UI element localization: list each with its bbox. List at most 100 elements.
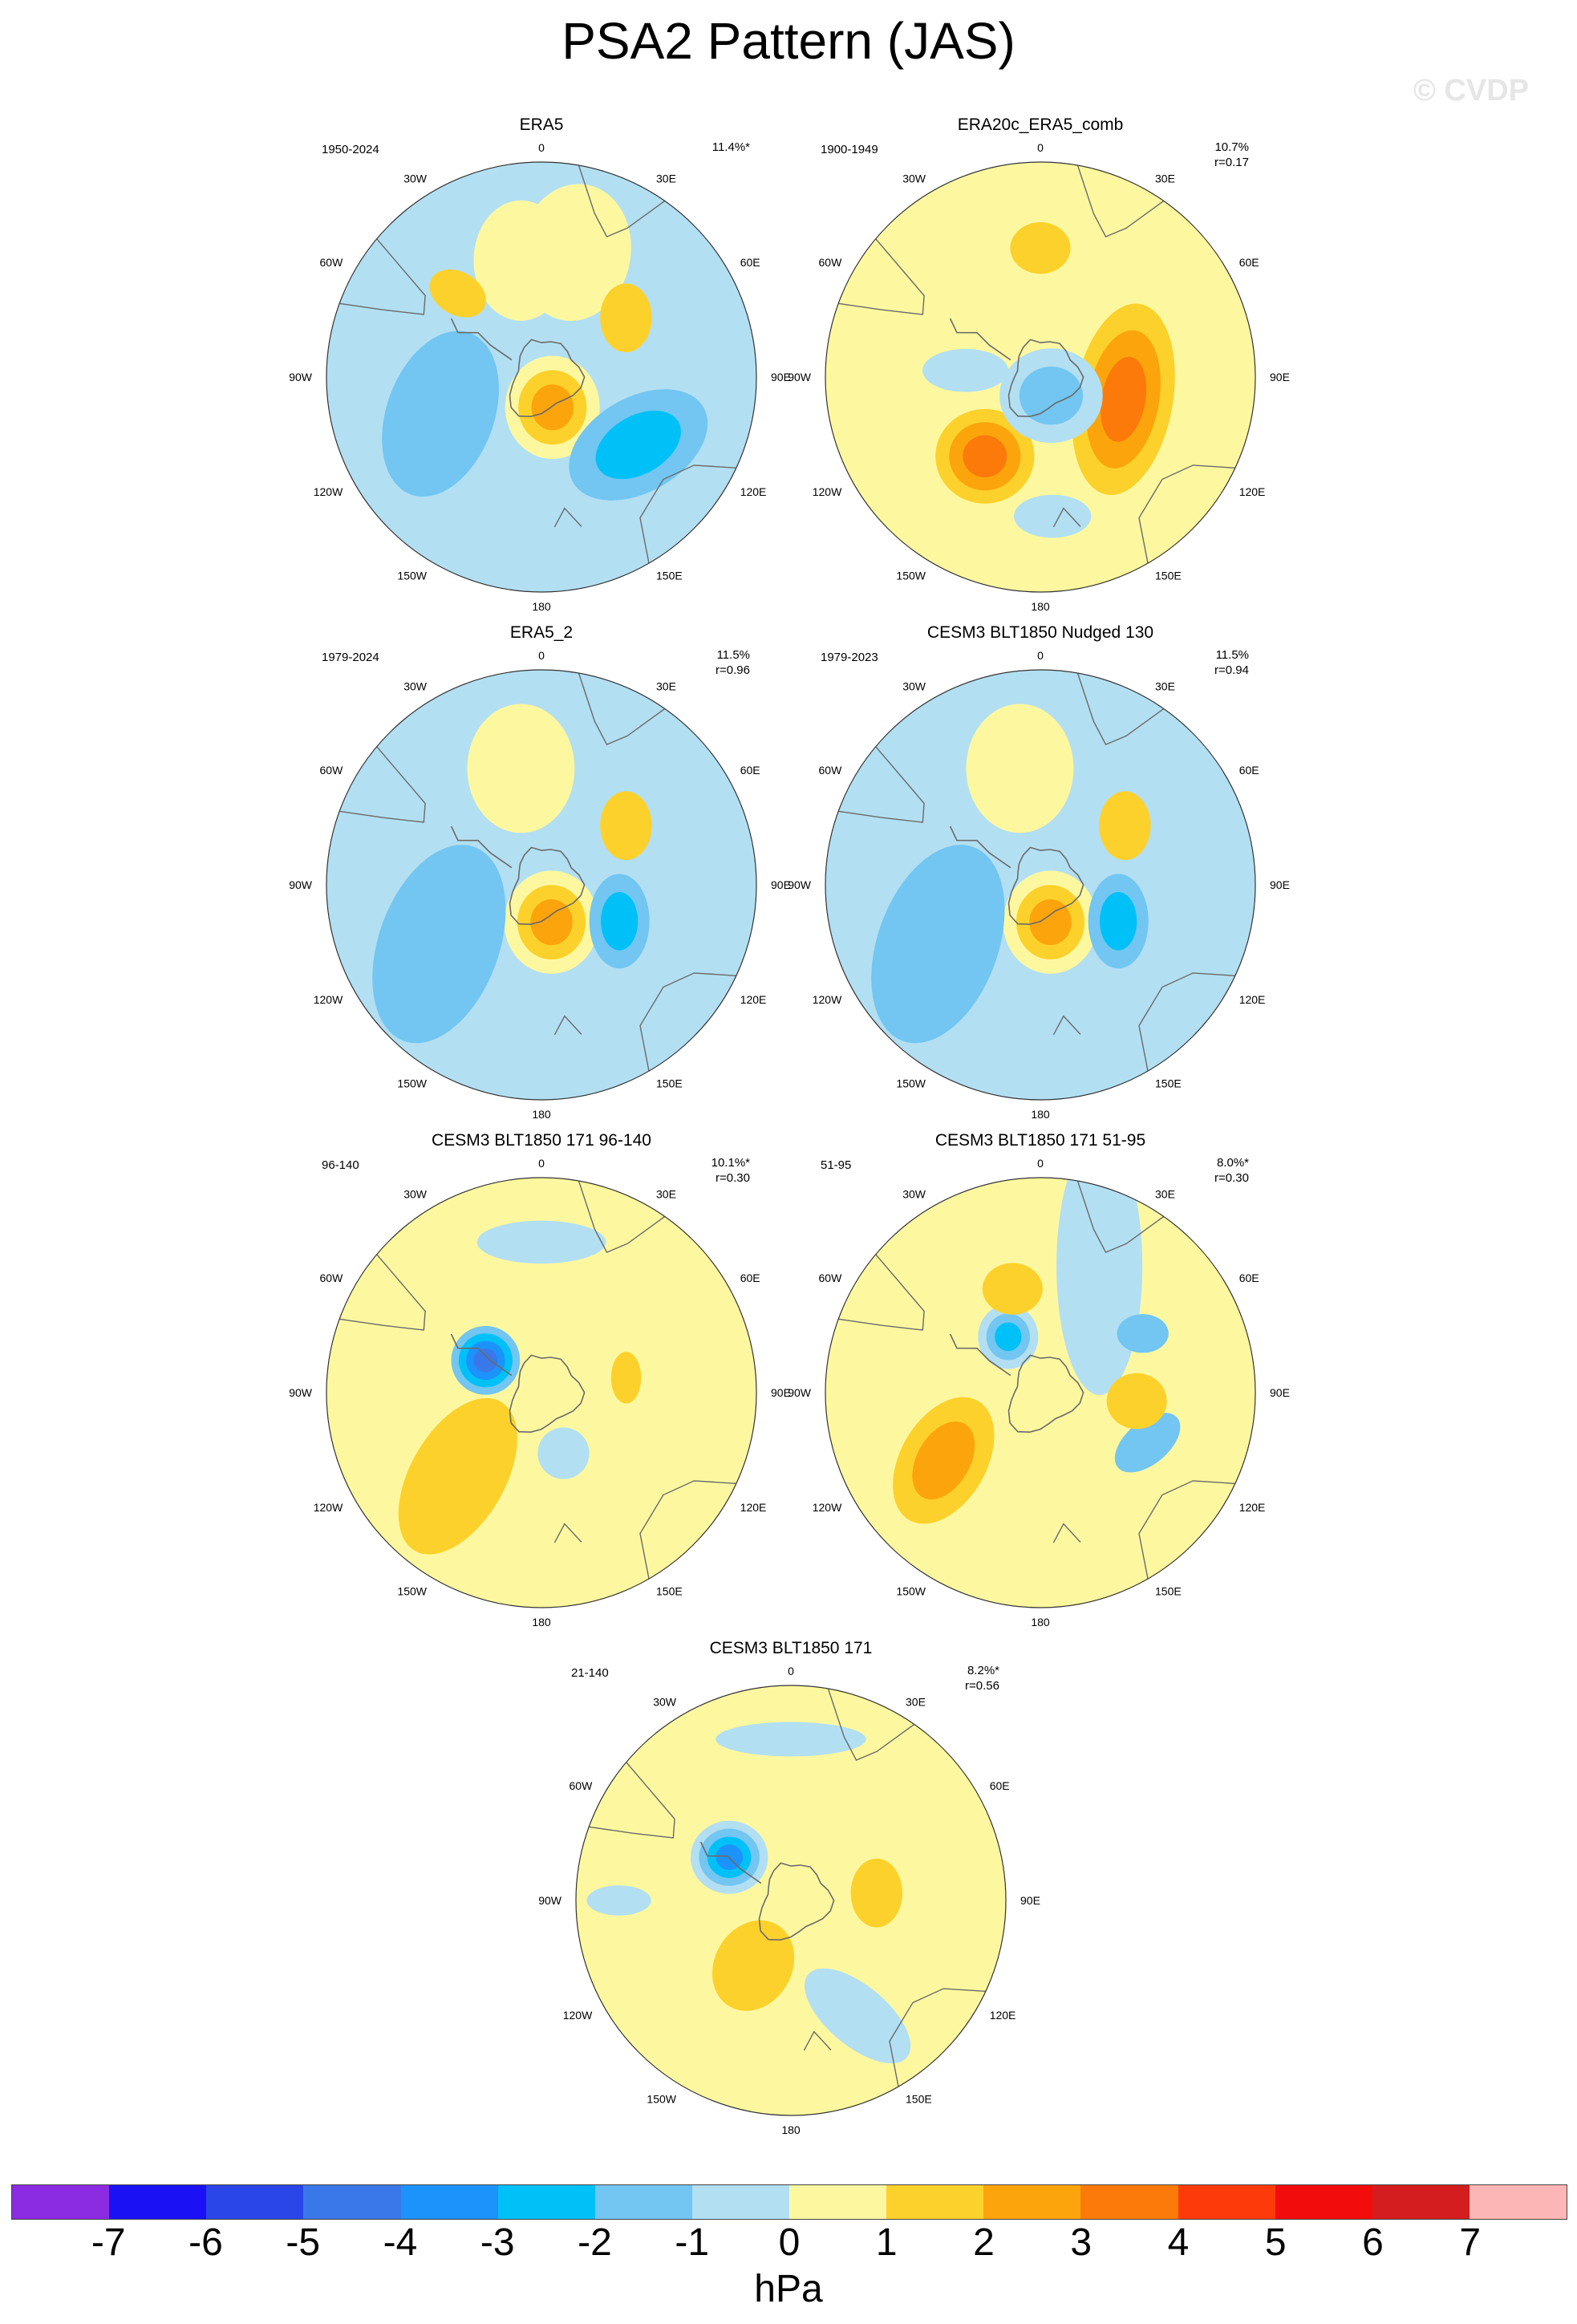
- colorbar-tick-label: 5: [1264, 2221, 1287, 2264]
- panel-stats: 10.7% r=0.17: [1214, 140, 1249, 170]
- anomaly-contour-3-1: [610, 1352, 642, 1404]
- longitude-label: 150W: [397, 1585, 427, 1598]
- map-border: [825, 161, 1256, 593]
- panel-years: 51-95: [821, 1158, 852, 1172]
- continent-coastline-3: [838, 238, 925, 315]
- panel-stats: 11.5% r=0.96: [716, 647, 750, 678]
- panel-title: CESM3 BLT1850 Nudged 130: [926, 623, 1154, 642]
- longitude-label: 120E: [1239, 485, 1266, 498]
- longitude-label: 120E: [740, 1501, 767, 1514]
- panel-title: ERA5_2: [509, 623, 574, 642]
- colorbar-tick-label: 1: [875, 2221, 898, 2264]
- longitude-label: 0: [538, 649, 545, 662]
- colorbar-tick-label: -4: [383, 2221, 418, 2264]
- longitude-label: 150E: [1155, 1585, 1182, 1598]
- colorbar-tick-label: 7: [1459, 2221, 1482, 2264]
- panel-years: 1900-1949: [821, 143, 878, 156]
- antarctica-coastline: [1007, 1354, 1084, 1434]
- longitude-label: 0: [1037, 1157, 1044, 1170]
- colorbar-tick-label: -5: [286, 2221, 321, 2264]
- anomaly-contour-6-1: [586, 1885, 651, 1916]
- anomaly-contour-5-1: [1106, 1373, 1167, 1430]
- longitude-label: 120W: [813, 993, 842, 1006]
- polar-map-4: 0 30E 60E 90E 120E 150E 180 150W 120W 90W 60W 30W: [788, 649, 1290, 1121]
- longitude-label: 120E: [740, 485, 767, 498]
- longitude-label: 60W: [819, 764, 843, 777]
- longitude-label: 60E: [740, 1272, 760, 1284]
- continent-coastline-3: [589, 1762, 675, 1839]
- anomaly-contour-2-1: [1099, 791, 1151, 861]
- longitude-label: 30E: [1155, 172, 1175, 185]
- map-border: [326, 161, 757, 593]
- anomaly-contour-5-2: [601, 892, 639, 951]
- longitude-label: 180: [1031, 600, 1050, 613]
- longitude-label: 30E: [1155, 679, 1175, 692]
- continent-coastline-2: [1138, 972, 1235, 1072]
- anomaly-contour-2-1: [398, 1397, 517, 1555]
- figure-title: PSA2 Pattern (JAS): [561, 12, 1016, 70]
- anomaly-contour-7-1: [982, 1263, 1043, 1315]
- colorbar-tick-label: 2: [973, 2221, 995, 2264]
- variance-explained: 8.2%*: [967, 1664, 999, 1677]
- longitude-label: 90E: [771, 371, 791, 383]
- longitude-label: 30W: [403, 679, 428, 692]
- colorbar-swatch: [691, 2185, 789, 2219]
- longitude-label: 180: [532, 600, 551, 613]
- antarctica-coastline: [1007, 846, 1084, 926]
- colorbar-swatch: [12, 2185, 110, 2219]
- colorbar-swatch: [594, 2185, 692, 2219]
- pattern-correlation: r=0.30: [716, 1171, 750, 1185]
- continent-coastline-4: [553, 507, 582, 528]
- map-background: [825, 1178, 1255, 1608]
- continent-coastline-3: [339, 1254, 426, 1331]
- longitude-label: 150E: [656, 1077, 683, 1090]
- colorbar-swatch: [1178, 2185, 1275, 2219]
- longitude-label: 0: [788, 1665, 794, 1677]
- panel-years: 1979-2023: [821, 651, 878, 664]
- anomaly-contour-1-1: [467, 704, 575, 833]
- longitude-label: 180: [532, 1108, 551, 1121]
- longitude-label: 180: [1031, 1108, 1050, 1121]
- continent-coastline-1: [578, 672, 666, 745]
- panel-title: CESM3 BLT1850 171: [709, 1639, 873, 1657]
- anomaly-contour-3-3: [1029, 899, 1072, 946]
- anomaly-contour-5-1: [537, 1427, 590, 1479]
- antarctica-coastline: [758, 1862, 835, 1941]
- longitude-label: 180: [532, 1616, 551, 1628]
- variance-explained: 11.5%: [1215, 648, 1249, 662]
- longitude-label: 90E: [1270, 878, 1290, 891]
- antarctica-coastline: [509, 339, 586, 418]
- longitude-label: 60E: [740, 764, 760, 777]
- panel-stats: 8.2%* r=0.56: [965, 1663, 999, 1693]
- colorbar-swatch: [303, 2185, 401, 2219]
- anomaly-contour-2-1: [1056, 1178, 1143, 1395]
- anomaly-contour-2-3: [1101, 356, 1147, 442]
- longitude-label: 60E: [740, 256, 760, 269]
- anomaly-contour-5-2: [1100, 892, 1137, 951]
- cvdp-watermark: © CVDP: [1413, 74, 1529, 107]
- variance-explained: 10.7%: [1214, 140, 1249, 154]
- anomaly-contour-4-1: [716, 1722, 866, 1757]
- colorbar-swatch: [1469, 2185, 1567, 2219]
- pattern-correlation: r=0.96: [716, 663, 750, 677]
- continent-coastline-1: [827, 1688, 915, 1761]
- longitude-label: 150W: [896, 570, 926, 582]
- continent-coastline-3: [339, 746, 426, 823]
- colorbar-swatch: [1372, 2185, 1470, 2219]
- longitude-label: 120W: [813, 1501, 842, 1514]
- anomaly-contour-4-1: [600, 283, 652, 353]
- map-background: [576, 1685, 1006, 2115]
- anomaly-contour-5-1: [804, 1968, 911, 2064]
- polar-map-1: 0 30E 60E 90E 120E 150E 180 150W 120W 90W 60W 30W: [289, 141, 791, 613]
- colorbar-units: hPa: [754, 2268, 823, 2310]
- longitude-label: 60W: [819, 256, 843, 269]
- colorbar-tick-label: -2: [578, 2221, 612, 2264]
- colorbar-swatch: [109, 2185, 207, 2219]
- anomaly-contour-4-1: [372, 845, 506, 1044]
- colorbar-tick-label: -1: [675, 2221, 710, 2264]
- antarctic-peninsula-coastline: [699, 1841, 762, 1884]
- longitude-label: 30E: [656, 172, 676, 185]
- continent-coastline-2: [639, 464, 736, 564]
- longitude-label: 90E: [1270, 371, 1290, 383]
- longitude-label: 60W: [320, 764, 344, 777]
